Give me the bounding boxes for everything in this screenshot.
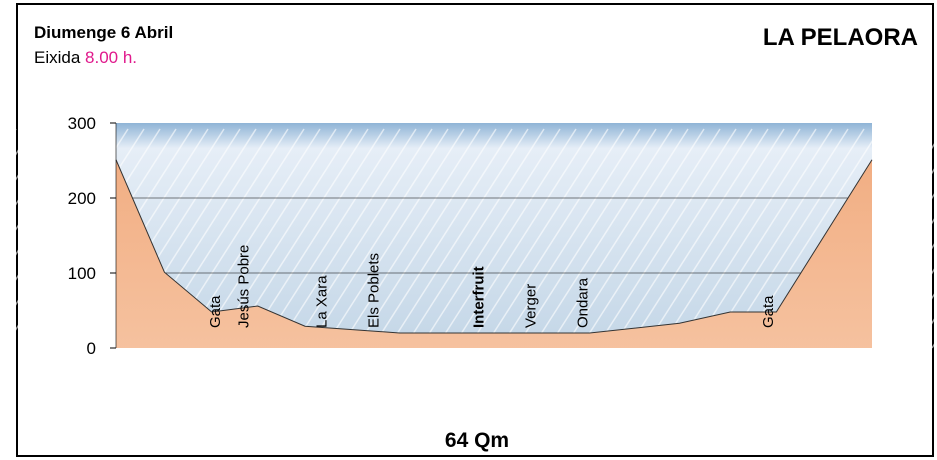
hatch [451, 128, 593, 349]
hatch [403, 128, 545, 349]
hatch [499, 128, 641, 349]
hatch [0, 128, 81, 256]
hatch [675, 128, 817, 349]
hatch [851, 213, 937, 349]
hatch [483, 128, 625, 349]
hatch [515, 128, 657, 349]
sky [116, 123, 872, 333]
hatch [291, 128, 433, 349]
hatch [0, 128, 129, 331]
hatch [899, 288, 937, 349]
hatch [387, 128, 529, 349]
place-label: Jesús Pobre [235, 245, 252, 328]
hatch [323, 128, 465, 349]
y-tick-label: 200 [68, 189, 96, 208]
departure: Eixida 8.00 h. [34, 48, 137, 67]
departure-label: Eixida [34, 48, 81, 67]
hatch [0, 128, 49, 206]
hatch [579, 128, 721, 349]
departure-time: 8.00 h. [85, 48, 137, 67]
hatch [563, 128, 705, 349]
y-tick-label: 0 [87, 339, 96, 358]
hatch [3, 128, 145, 349]
chart-title: LA PELAORA [763, 24, 918, 51]
place-label: Els Poblets [365, 253, 382, 328]
hatch [659, 128, 801, 349]
y-tick-label: 100 [68, 264, 96, 283]
hatch [0, 128, 97, 281]
hatch [467, 128, 609, 349]
hatch [419, 128, 561, 349]
hatch [691, 128, 833, 349]
hatch [0, 128, 33, 181]
place-label: Interfruit [470, 266, 487, 328]
hatch [883, 263, 937, 349]
hatch [275, 128, 417, 349]
place-label: Gata [760, 295, 777, 328]
y-tick-label: 300 [68, 114, 96, 133]
hatch [339, 128, 481, 349]
hatch [371, 128, 513, 349]
hatch [35, 128, 177, 349]
profile-line [115, 159, 873, 334]
place-label: Gata [207, 295, 224, 328]
ground-shade [116, 159, 872, 348]
hatch [611, 128, 753, 349]
hatch [531, 128, 673, 349]
place-label: La Xara [313, 275, 330, 328]
plot: 0 100 200 300 Gata Jesús Pobre La Xara Els Pobl… [0, 114, 937, 358]
hatch [355, 128, 497, 349]
place-label: Ondara [574, 277, 591, 328]
hatch [259, 128, 401, 349]
hatch [19, 128, 161, 349]
distance: 64 Qm [445, 429, 509, 452]
hatch [627, 128, 769, 349]
hatch [0, 128, 65, 231]
hatch [595, 128, 737, 349]
hatch [435, 128, 577, 349]
hatch [643, 128, 785, 349]
date: Diumenge 6 Abril [34, 23, 173, 42]
hatch [83, 128, 225, 349]
hatch [547, 128, 689, 349]
place-label: Verger [522, 284, 539, 328]
hatch [0, 128, 17, 156]
hatch [867, 238, 937, 349]
hatch [0, 128, 113, 306]
hatch [307, 128, 449, 349]
